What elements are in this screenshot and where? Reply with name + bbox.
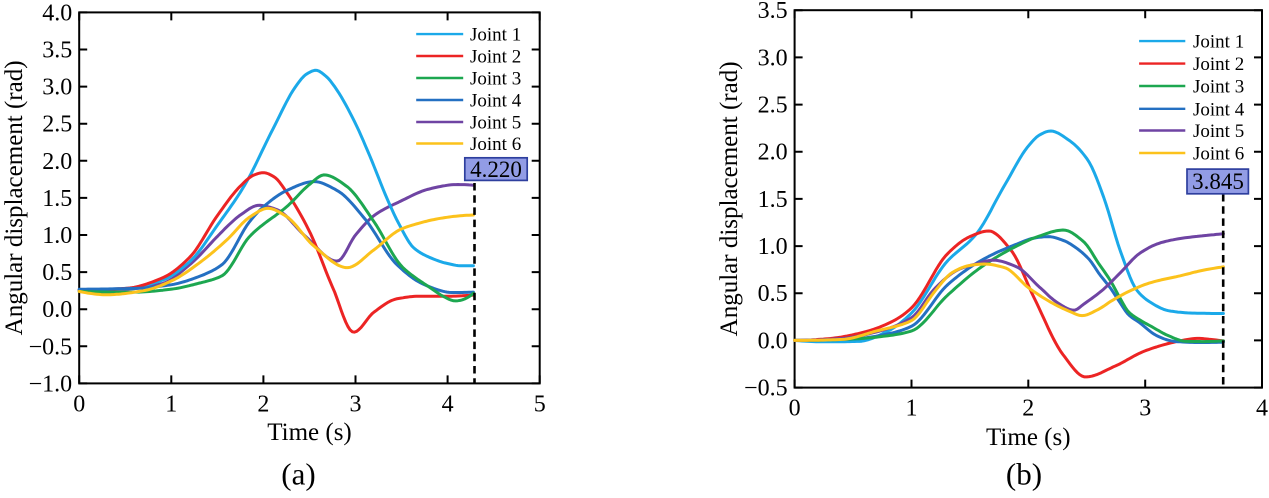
svg-text:4: 4 bbox=[442, 391, 454, 417]
svg-text:Joint 4: Joint 4 bbox=[470, 91, 522, 112]
svg-text:2.5: 2.5 bbox=[758, 93, 788, 119]
svg-text:2: 2 bbox=[1022, 396, 1034, 422]
svg-text:3.0: 3.0 bbox=[42, 75, 72, 101]
svg-text:2.0: 2.0 bbox=[758, 140, 788, 166]
svg-text:Time (s): Time (s) bbox=[986, 424, 1071, 451]
svg-text:3.5: 3.5 bbox=[758, 0, 788, 24]
svg-text:Time (s): Time (s) bbox=[267, 419, 352, 446]
svg-text:Joint 6: Joint 6 bbox=[1193, 144, 1244, 165]
svg-text:−0.5: −0.5 bbox=[744, 376, 788, 402]
svg-text:1.5: 1.5 bbox=[42, 186, 72, 212]
svg-text:0.5: 0.5 bbox=[42, 260, 72, 286]
svg-text:Joint 4: Joint 4 bbox=[1193, 99, 1245, 120]
svg-text:0.5: 0.5 bbox=[758, 281, 788, 307]
svg-text:0: 0 bbox=[73, 391, 85, 417]
svg-text:3: 3 bbox=[1139, 396, 1151, 422]
svg-text:1.0: 1.0 bbox=[42, 223, 72, 249]
svg-text:3.0: 3.0 bbox=[758, 45, 788, 71]
svg-text:Joint 1: Joint 1 bbox=[470, 25, 521, 46]
svg-text:3: 3 bbox=[350, 391, 362, 417]
svg-text:(b): (b) bbox=[1006, 457, 1042, 492]
svg-text:1: 1 bbox=[906, 396, 918, 422]
svg-text:Joint 6: Joint 6 bbox=[470, 134, 521, 155]
svg-text:1.0: 1.0 bbox=[758, 234, 788, 260]
svg-text:Angular displacement (rad): Angular displacement (rad) bbox=[716, 61, 743, 336]
svg-text:0.0: 0.0 bbox=[42, 297, 72, 323]
svg-text:(a): (a) bbox=[281, 457, 315, 492]
svg-text:2.5: 2.5 bbox=[42, 112, 72, 138]
svg-text:4: 4 bbox=[1256, 396, 1268, 422]
svg-text:Joint 3: Joint 3 bbox=[470, 69, 521, 90]
svg-text:4.220: 4.220 bbox=[470, 157, 522, 182]
svg-text:2: 2 bbox=[257, 391, 269, 417]
svg-text:1.5: 1.5 bbox=[758, 187, 788, 213]
svg-text:Joint 1: Joint 1 bbox=[1193, 32, 1244, 53]
svg-text:Joint 2: Joint 2 bbox=[1193, 54, 1244, 75]
svg-text:5: 5 bbox=[534, 391, 546, 417]
svg-text:3.5: 3.5 bbox=[42, 38, 72, 64]
svg-text:0: 0 bbox=[789, 396, 801, 422]
svg-text:Joint 3: Joint 3 bbox=[1193, 77, 1244, 98]
svg-text:Joint 5: Joint 5 bbox=[470, 113, 521, 134]
svg-text:2.0: 2.0 bbox=[42, 149, 72, 175]
svg-text:−1.0: −1.0 bbox=[29, 371, 73, 397]
svg-text:Joint 2: Joint 2 bbox=[470, 47, 521, 68]
svg-text:Angular displacement (rad): Angular displacement (rad) bbox=[1, 60, 28, 335]
svg-text:3.845: 3.845 bbox=[1192, 169, 1244, 194]
svg-text:Joint 5: Joint 5 bbox=[1193, 121, 1244, 142]
svg-text:4.0: 4.0 bbox=[42, 0, 72, 26]
svg-text:0.0: 0.0 bbox=[758, 328, 788, 354]
svg-text:−0.5: −0.5 bbox=[29, 334, 73, 360]
svg-text:1: 1 bbox=[165, 391, 177, 417]
